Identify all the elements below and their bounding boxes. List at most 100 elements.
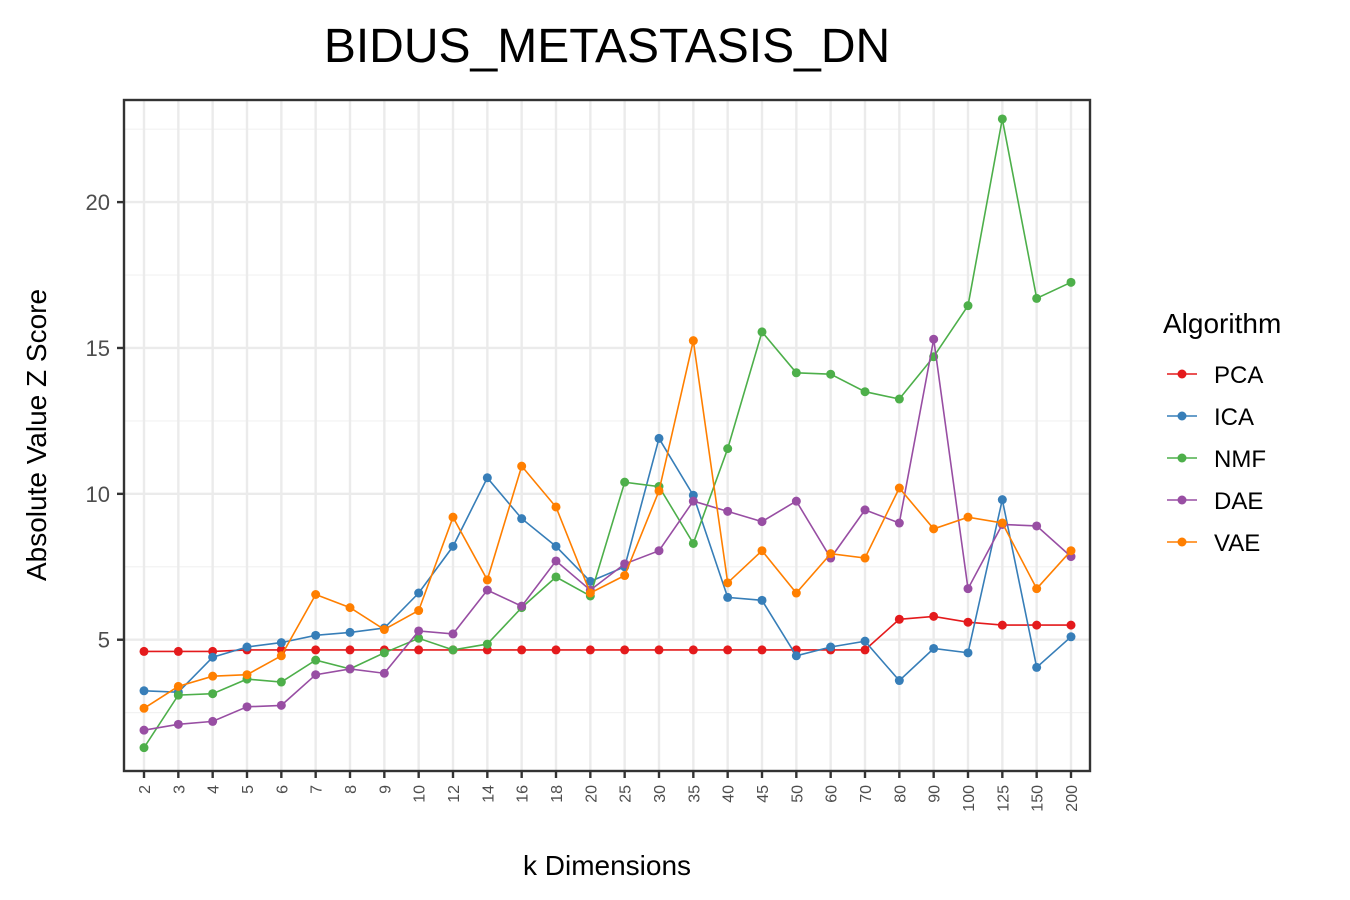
data-point-ica <box>311 630 321 640</box>
data-point-dae <box>929 334 939 344</box>
data-point-pca <box>963 617 973 627</box>
legend-item-vae: VAE <box>1167 530 1260 557</box>
data-point-pca <box>860 645 870 655</box>
series-line-nmf <box>143 118 1072 749</box>
data-point-dae <box>517 601 527 611</box>
x-tick-label: 125 <box>995 785 1012 812</box>
data-point-vae <box>620 571 630 581</box>
series-layer <box>139 114 1076 753</box>
data-point-dae <box>482 585 492 595</box>
x-axis: 2 3 4 5 6 7 8 9 10 12 14 16 18 20 25 30 35 40 45 50 60 70 80 90… <box>137 771 1081 812</box>
x-tick-label: 45 <box>755 785 772 803</box>
data-point-ica <box>826 642 836 652</box>
data-point-nmf <box>482 639 492 649</box>
x-tick-label: 14 <box>480 785 497 803</box>
data-point-ica <box>276 638 286 648</box>
data-point-dae <box>860 505 870 515</box>
x-tick-label: 12 <box>446 785 463 803</box>
data-point-pca <box>139 646 149 656</box>
legend-label: DAE <box>1214 488 1263 515</box>
data-point-vae <box>517 461 527 471</box>
data-point-ica <box>585 576 595 586</box>
data-point-nmf <box>963 301 973 311</box>
series-pca <box>139 611 1076 656</box>
data-point-dae <box>345 664 355 674</box>
data-point-ica <box>654 433 664 443</box>
series-dae <box>139 334 1076 735</box>
legend-label: NMF <box>1214 446 1266 473</box>
data-point-nmf <box>826 369 836 379</box>
data-point-pca <box>723 645 733 655</box>
data-point-nmf <box>448 645 458 655</box>
data-point-dae <box>654 546 664 556</box>
data-point-pca <box>929 611 939 621</box>
data-point-vae <box>139 703 149 713</box>
data-point-vae <box>826 549 836 559</box>
series-line-ica <box>143 436 1072 694</box>
y-tick-label: 10 <box>86 482 110 507</box>
data-point-ica <box>517 514 527 524</box>
x-tick-label: 70 <box>858 785 875 803</box>
data-point-dae <box>551 556 561 566</box>
data-point-nmf <box>997 114 1007 124</box>
data-point-dae <box>894 518 904 528</box>
x-tick-label: 40 <box>721 785 738 803</box>
data-point-nmf <box>620 477 630 487</box>
data-point-nmf <box>551 572 561 582</box>
legend-item-dae: DAE <box>1167 488 1263 515</box>
data-point-dae <box>139 725 149 735</box>
data-point-nmf <box>311 655 321 665</box>
y-tick-label: 5 <box>98 628 110 653</box>
data-point-vae <box>860 553 870 563</box>
data-point-vae <box>173 681 183 691</box>
data-point-pca <box>1032 620 1042 630</box>
data-point-dae <box>414 626 424 636</box>
legend-item-pca: PCA <box>1167 362 1263 389</box>
data-point-pca <box>688 645 698 655</box>
legend-key-point <box>1177 495 1187 505</box>
x-tick-label: 10 <box>412 785 429 803</box>
data-point-vae <box>929 524 939 534</box>
legend-title: Algorithm <box>1163 308 1281 339</box>
data-point-ica <box>757 595 767 605</box>
x-tick-label: 100 <box>961 785 978 812</box>
x-tick-label: 2 <box>137 785 154 794</box>
data-point-dae <box>379 668 389 678</box>
y-axis: 5 10 15 20 <box>86 190 124 653</box>
series-ica <box>139 433 1076 697</box>
data-point-pca <box>585 645 595 655</box>
data-point-nmf <box>414 633 424 643</box>
data-point-nmf <box>173 690 183 700</box>
data-point-dae <box>311 670 321 680</box>
legend-items: PCA ICA NMF DAE VAE <box>1167 362 1266 557</box>
data-point-nmf <box>276 677 286 687</box>
data-point-vae <box>894 483 904 493</box>
data-point-vae <box>551 502 561 512</box>
x-tick-label: 200 <box>1064 785 1081 812</box>
x-tick-label: 5 <box>240 785 257 794</box>
data-point-ica <box>723 592 733 602</box>
x-tick-label: 150 <box>1030 785 1047 812</box>
x-tick-label: 90 <box>927 785 944 803</box>
data-point-nmf <box>208 689 218 699</box>
chart-title: BIDUS_METASTASIS_DN <box>324 20 890 73</box>
data-point-ica <box>139 686 149 696</box>
data-point-dae <box>1032 521 1042 531</box>
data-point-pca <box>654 645 664 655</box>
data-point-pca <box>311 645 321 655</box>
x-tick-label: 8 <box>343 785 360 794</box>
data-point-vae <box>448 512 458 522</box>
data-point-vae <box>757 546 767 556</box>
data-point-nmf <box>688 538 698 548</box>
data-point-vae <box>963 512 973 522</box>
data-point-pca <box>1066 620 1076 630</box>
data-point-vae <box>379 625 389 635</box>
data-point-dae <box>757 517 767 527</box>
data-point-pca <box>551 645 561 655</box>
x-tick-label: 16 <box>515 785 532 803</box>
data-point-dae <box>620 559 630 569</box>
data-point-vae <box>723 578 733 588</box>
data-point-nmf <box>379 648 389 658</box>
data-point-nmf <box>723 444 733 454</box>
data-point-vae <box>654 486 664 496</box>
